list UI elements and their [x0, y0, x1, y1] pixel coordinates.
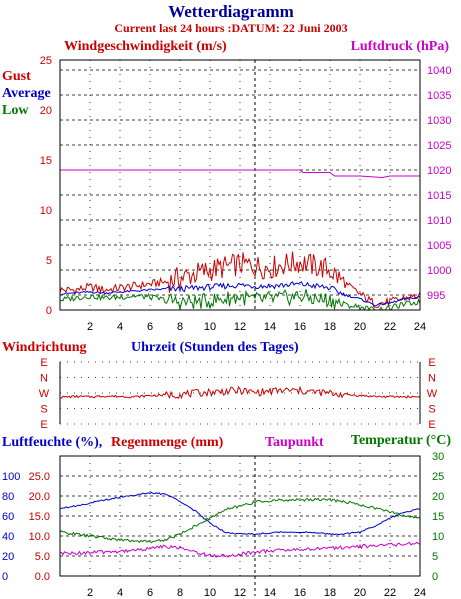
p3-rain-tick-label: 25.0: [29, 471, 50, 483]
p3-right-tick-label: 0: [432, 571, 438, 583]
p3-rain-tick-label: 5.0: [35, 551, 50, 563]
p1-left-tick-label: 10: [40, 205, 52, 217]
p1-x-tick-label: 8: [177, 321, 183, 333]
p1-x-tick-label: 2: [87, 321, 93, 333]
p2-right-dir-label: E: [428, 357, 435, 369]
p3-rain-tick-label: 0.0: [35, 571, 50, 583]
p1-x-tick-label: 10: [204, 321, 216, 333]
legend-low: Low: [2, 103, 29, 118]
p1-x-tick-label: 12: [234, 321, 246, 333]
p1-right-tick-label: 995: [427, 290, 445, 302]
p1-x-tick-label: 18: [324, 321, 336, 333]
p1-right-tick-label: 1030: [427, 115, 451, 127]
p1-x-tick-label: 6: [147, 321, 153, 333]
p1-left-tick-label: 15: [40, 155, 52, 167]
p3-humidity-tick-label: 60: [2, 511, 14, 523]
p3-right-tick-label: 25: [432, 471, 444, 483]
p1-series-average: [59, 281, 421, 307]
p1-series-luftdruck: [60, 169, 420, 179]
p3-x-tick-label: 2: [87, 587, 93, 599]
p1-left-tick-label: 5: [46, 255, 52, 267]
p1-left-tick-label: 25: [40, 55, 52, 67]
p3-humidity-tick-label: 100: [2, 471, 20, 483]
p2-left-dir-label: E: [40, 419, 47, 431]
p1-right-tick-label: 1025: [427, 140, 451, 152]
legend-average: Average: [2, 86, 51, 101]
p1-x-tick-label: 14: [264, 321, 276, 333]
p1-x-tick-label: 4: [117, 321, 123, 333]
chart-title: Wetterdiagramm: [168, 2, 294, 21]
p3-series-luftfeuchte: [59, 491, 421, 536]
p1-right-tick-label: 1000: [427, 265, 451, 277]
p3-x-tick-label: 24: [414, 587, 426, 599]
p3-x-tick-label: 12: [234, 587, 246, 599]
p3-x-tick-label: 18: [324, 587, 336, 599]
p3-rain-tick-label: 10.0: [29, 531, 50, 543]
p3-x-tick-label: 14: [264, 587, 276, 599]
dewpoint-label: Taupunkt: [265, 435, 324, 450]
p1-right-tick-label: 1005: [427, 240, 451, 252]
p3-x-tick-label: 4: [117, 587, 123, 599]
p2-right-dir-label: E: [428, 419, 435, 431]
p2-series-wind-direction: [59, 385, 421, 400]
p3-right-tick-label: 10: [432, 531, 444, 543]
p2-right-dir-label: N: [428, 373, 436, 385]
p2-left-dir-label: E: [40, 357, 47, 369]
wind-direction-label: Windrichtung: [2, 340, 87, 355]
p2-left-dir-label: S: [40, 404, 47, 416]
p1-x-tick-label: 20: [354, 321, 366, 333]
p2-right-dir-label: W: [427, 388, 438, 400]
p1-right-tick-label: 1010: [427, 215, 451, 227]
p2-left-dir-label: N: [40, 373, 48, 385]
p1-x-tick-label: 22: [384, 321, 396, 333]
p3-humidity-tick-label: 80: [2, 491, 14, 503]
rain-axis-label: Regenmenge (mm): [111, 435, 224, 450]
p1-right-tick-label: 1020: [427, 165, 451, 177]
wind-speed-axis-label: Windgeschwindigkeit (m/s): [64, 39, 227, 54]
p3-right-tick-label: 5: [432, 551, 438, 563]
p1-x-tick-label: 24: [414, 321, 426, 333]
p3-right-tick-label: 30: [432, 451, 444, 463]
p3-right-tick-label: 20: [432, 491, 444, 503]
p3-series-taupunkt: [59, 541, 421, 558]
temperature-axis-label: Temperatur (°C): [351, 433, 451, 448]
p3-x-tick-label: 6: [147, 587, 153, 599]
p1-left-tick-label: 20: [40, 105, 52, 117]
p1-left-tick-label: 0: [46, 305, 52, 317]
p1-series-gust: [59, 251, 421, 308]
p3-humidity-tick-label: 20: [2, 551, 14, 563]
legend-gust: Gust: [2, 69, 31, 84]
p2-right-dir-label: S: [428, 404, 435, 416]
chart-subtitle: Current last 24 hours :DATUM: 22 Juni 20…: [114, 21, 347, 35]
p3-x-tick-label: 16: [294, 587, 306, 599]
p1-right-tick-label: 1035: [427, 90, 451, 102]
chart-layer: 9951000100510101015102010251030103510400…: [2, 55, 451, 599]
p3-rain-tick-label: 15.0: [29, 511, 50, 523]
humidity-axis-label: Luftfeuchte (%),: [2, 435, 102, 450]
p1-frame: [59, 59, 421, 311]
p3-frame: [59, 455, 421, 577]
p1-right-tick-label: 1040: [427, 65, 451, 77]
time-axis-label: Uhrzeit (Stunden des Tages): [131, 340, 299, 355]
pressure-axis-label: Luftdruck (hPa): [351, 39, 450, 54]
p3-rain-tick-label: 20.0: [29, 491, 50, 503]
p3-humidity-tick-label: 40: [2, 531, 14, 543]
p3-series-temperatur: [59, 497, 421, 544]
p3-x-tick-label: 8: [177, 587, 183, 599]
p3-right-tick-label: 15: [432, 511, 444, 523]
p3-x-tick-label: 20: [354, 587, 366, 599]
p1-right-tick-label: 1015: [427, 190, 451, 202]
p3-x-tick-label: 22: [384, 587, 396, 599]
p2-left-dir-label: W: [39, 388, 50, 400]
p3-x-tick-label: 10: [204, 587, 216, 599]
p1-x-tick-label: 16: [294, 321, 306, 333]
p3-humidity-tick-label: 0: [2, 571, 8, 583]
